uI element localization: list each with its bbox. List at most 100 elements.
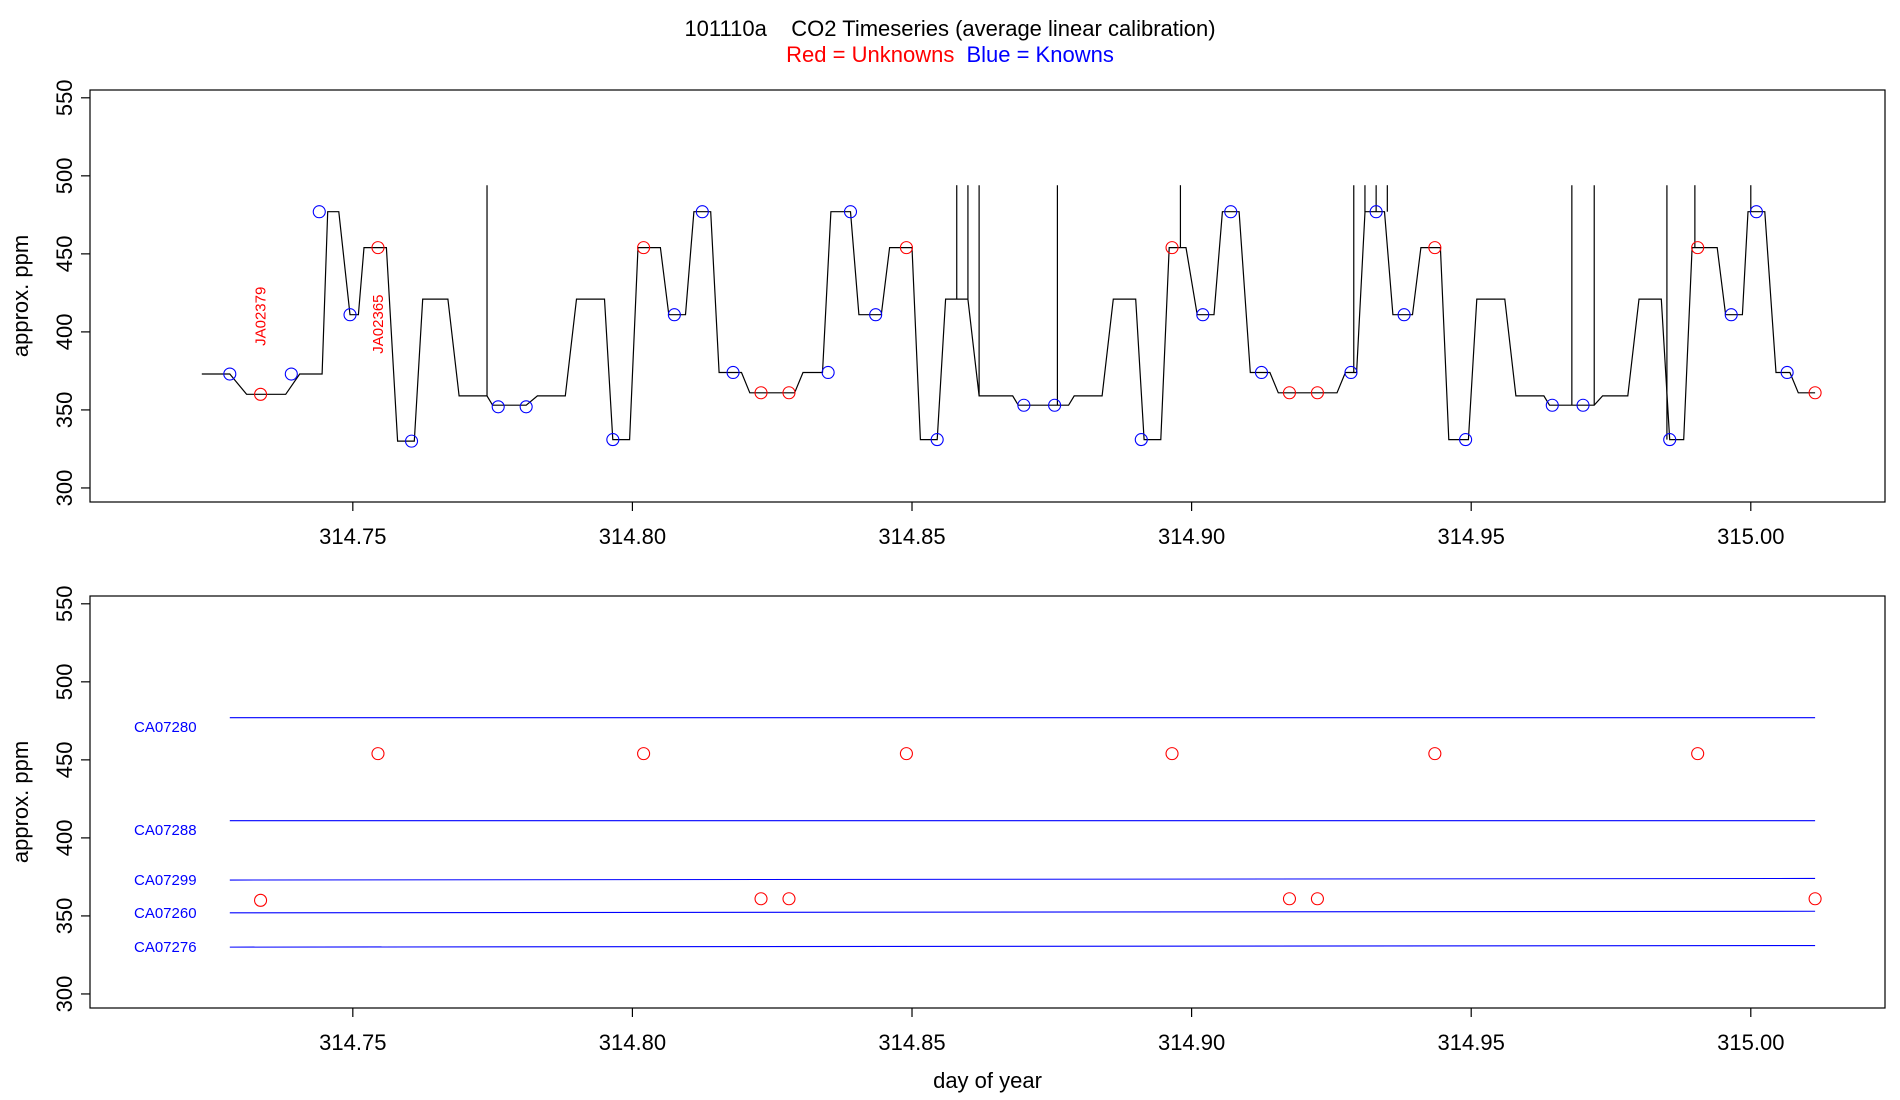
x-tick-label: 314.90 bbox=[1158, 1030, 1225, 1055]
x-tick-label: 314.80 bbox=[599, 1030, 666, 1055]
x-tick-label: 314.95 bbox=[1438, 1030, 1505, 1055]
y-tick-label: 450 bbox=[52, 742, 77, 779]
legend-unknowns: Red = Unknowns bbox=[786, 42, 954, 67]
known-point bbox=[1369, 205, 1383, 219]
reference-line-label: CA07280 bbox=[134, 719, 197, 736]
known-point bbox=[1048, 398, 1062, 412]
known-point bbox=[1545, 398, 1559, 412]
known-point bbox=[843, 205, 858, 219]
y-tick-label: 500 bbox=[52, 157, 77, 194]
x-tick-label: 315.00 bbox=[1717, 524, 1784, 549]
unknown-point bbox=[1282, 892, 1297, 906]
known-point bbox=[404, 434, 419, 448]
y-tick-label: 400 bbox=[52, 820, 77, 857]
x-tick-label: 314.85 bbox=[878, 524, 945, 549]
known-point bbox=[695, 205, 709, 219]
panel-top: 314.75 314.80 314.85 314.90 314.95 315.00 300 3… bbox=[8, 79, 1886, 549]
unknown-point bbox=[1310, 386, 1324, 400]
unknown-point bbox=[782, 386, 796, 400]
unknown-point bbox=[1808, 386, 1822, 400]
reference-line-label: CA07288 bbox=[134, 822, 197, 839]
x-tick-label: 314.85 bbox=[878, 1030, 945, 1055]
unknown-point bbox=[637, 747, 651, 761]
unknown-point bbox=[1808, 892, 1822, 906]
unknown-point bbox=[1165, 747, 1179, 761]
x-tick-label: 315.00 bbox=[1717, 1030, 1784, 1055]
known-point bbox=[1397, 308, 1411, 322]
unknown-point bbox=[754, 386, 768, 400]
known-point bbox=[343, 308, 357, 322]
known-point bbox=[821, 365, 835, 380]
y-tick-label: 400 bbox=[52, 314, 77, 351]
legend-knowns: Blue = Knowns bbox=[966, 42, 1113, 67]
known-point bbox=[312, 205, 326, 219]
unknown-point bbox=[1428, 747, 1442, 761]
y-tick-label: 300 bbox=[52, 976, 77, 1013]
unknown-point bbox=[254, 387, 268, 401]
chart-legend: Red = Unknowns Blue = Knowns bbox=[786, 42, 1114, 67]
x-tick-label: 314.75 bbox=[319, 1030, 386, 1055]
unknown-point bbox=[637, 241, 651, 255]
known-point bbox=[869, 308, 883, 322]
chart-title: 101110a CO2 Timeseries (average linear c… bbox=[684, 16, 1215, 41]
known-point bbox=[606, 433, 620, 447]
unknown-point bbox=[1282, 386, 1297, 400]
known-point bbox=[1017, 398, 1031, 412]
sample-annotation: JA02365 bbox=[370, 294, 387, 353]
sample-annotation: JA02379 bbox=[253, 287, 270, 346]
unknown-point bbox=[1691, 241, 1705, 255]
unknown-point bbox=[371, 241, 385, 255]
x-tick-label: 314.95 bbox=[1438, 524, 1505, 549]
y-axis-title: approx. ppm bbox=[8, 235, 33, 357]
known-point bbox=[223, 367, 237, 381]
known-point bbox=[1724, 308, 1738, 322]
unknown-point bbox=[782, 892, 796, 906]
reference-line bbox=[229, 877, 1816, 881]
reference-line bbox=[229, 945, 1816, 948]
x-tick-label: 314.90 bbox=[1158, 524, 1225, 549]
reference-line-label: CA07299 bbox=[134, 872, 197, 889]
x-tick-label: 314.80 bbox=[599, 524, 666, 549]
panel-bottom: 314.75 314.80 314.85 314.90 314.95 315.00 300 3… bbox=[8, 585, 1886, 1093]
known-point bbox=[491, 400, 505, 414]
unknown-point bbox=[899, 747, 913, 761]
reference-line-label: CA07260 bbox=[134, 905, 197, 922]
known-point bbox=[1224, 205, 1238, 219]
y-tick-label: 450 bbox=[52, 236, 77, 273]
known-point bbox=[519, 400, 533, 414]
plot-frame bbox=[89, 595, 1886, 1009]
unknown-point bbox=[899, 241, 913, 255]
y-tick-label: 350 bbox=[52, 392, 77, 429]
known-point bbox=[1134, 433, 1148, 447]
x-axis-title: day of year bbox=[933, 1068, 1042, 1093]
y-tick-label: 500 bbox=[52, 663, 77, 700]
x-tick-label: 314.75 bbox=[319, 524, 386, 549]
known-point bbox=[1254, 365, 1269, 380]
known-point bbox=[1344, 365, 1358, 380]
unknown-point bbox=[254, 893, 268, 907]
unknown-point bbox=[1428, 241, 1442, 255]
known-point bbox=[1780, 365, 1794, 380]
reference-line bbox=[229, 910, 1816, 914]
co2-trace-line bbox=[201, 211, 1816, 442]
known-point bbox=[1459, 433, 1473, 447]
unknown-point bbox=[754, 892, 768, 906]
y-tick-label: 300 bbox=[52, 470, 77, 507]
known-point bbox=[930, 433, 944, 447]
known-point bbox=[284, 367, 298, 381]
reference-line-label: CA07276 bbox=[134, 939, 197, 956]
y-tick-label: 350 bbox=[52, 898, 77, 935]
known-point bbox=[1663, 433, 1677, 447]
unknown-point bbox=[1165, 241, 1179, 255]
y-tick-label: 550 bbox=[52, 585, 77, 622]
known-point bbox=[1749, 205, 1763, 219]
y-tick-label: 550 bbox=[52, 79, 77, 116]
unknown-point bbox=[1691, 747, 1705, 761]
unknown-point bbox=[1310, 892, 1324, 906]
y-axis-title: approx. ppm bbox=[8, 741, 33, 863]
unknown-point bbox=[371, 747, 385, 761]
known-point bbox=[1576, 398, 1590, 412]
plot-frame bbox=[89, 89, 1886, 503]
known-point bbox=[667, 308, 681, 322]
